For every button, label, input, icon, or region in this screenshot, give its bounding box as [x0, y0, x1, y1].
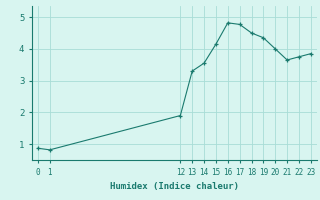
- X-axis label: Humidex (Indice chaleur): Humidex (Indice chaleur): [110, 182, 239, 191]
